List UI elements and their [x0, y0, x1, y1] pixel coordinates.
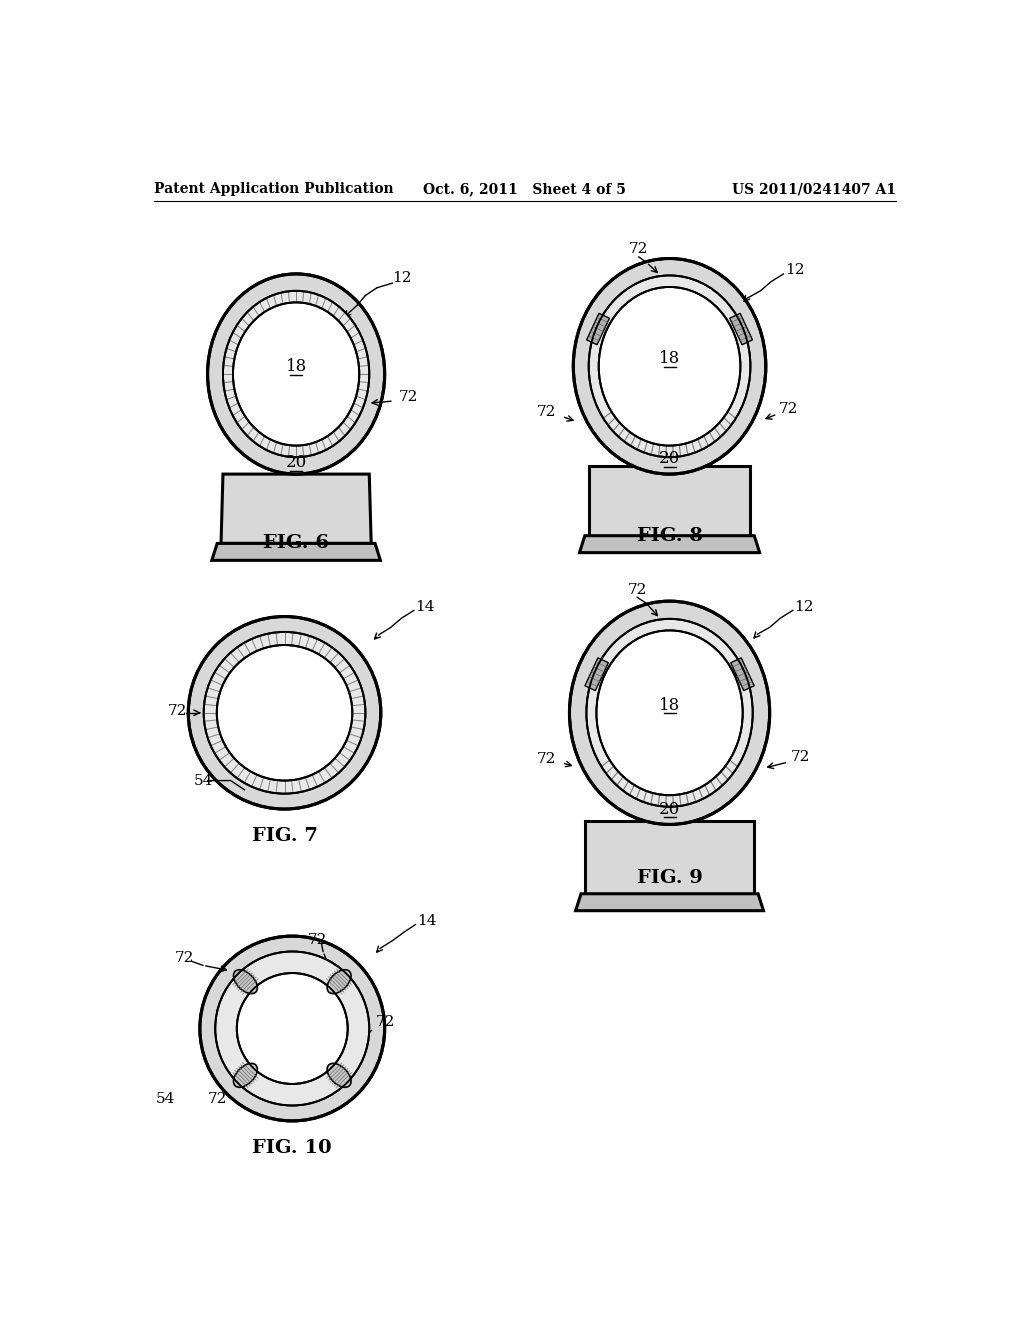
Text: Oct. 6, 2011   Sheet 4 of 5: Oct. 6, 2011 Sheet 4 of 5	[423, 182, 627, 197]
Text: 20: 20	[658, 450, 680, 467]
Ellipse shape	[223, 290, 370, 457]
Text: FIG. 8: FIG. 8	[637, 527, 702, 545]
Text: 72: 72	[398, 391, 418, 404]
Text: 72: 72	[208, 1093, 227, 1106]
Text: 72: 72	[538, 405, 556, 420]
Polygon shape	[580, 536, 760, 553]
Polygon shape	[730, 313, 753, 345]
Ellipse shape	[569, 601, 770, 825]
Polygon shape	[212, 544, 381, 560]
Ellipse shape	[599, 286, 740, 446]
Text: FIG. 10: FIG. 10	[253, 1139, 332, 1156]
Text: 72: 72	[307, 933, 327, 946]
Polygon shape	[587, 313, 609, 345]
Text: 12: 12	[392, 271, 412, 285]
Text: 18: 18	[286, 358, 307, 375]
Ellipse shape	[200, 936, 385, 1121]
Ellipse shape	[237, 973, 348, 1084]
Text: 14: 14	[417, 913, 436, 928]
Text: 72: 72	[629, 243, 648, 256]
Text: 54: 54	[156, 1093, 175, 1106]
Text: 14: 14	[416, 599, 435, 614]
Ellipse shape	[188, 616, 381, 809]
Polygon shape	[585, 821, 755, 894]
Ellipse shape	[215, 952, 370, 1106]
Text: 72: 72	[168, 705, 187, 718]
Polygon shape	[575, 894, 764, 911]
Polygon shape	[731, 657, 755, 690]
Text: 72: 72	[175, 950, 195, 965]
Polygon shape	[221, 474, 371, 544]
Text: Patent Application Publication: Patent Application Publication	[154, 182, 393, 197]
Text: FIG. 6: FIG. 6	[263, 535, 329, 552]
Text: 12: 12	[795, 599, 814, 614]
Text: 12: 12	[785, 263, 805, 277]
Text: 72: 72	[792, 751, 811, 764]
Text: 72: 72	[538, 752, 556, 766]
Ellipse shape	[233, 1064, 257, 1088]
Text: FIG. 9: FIG. 9	[637, 870, 702, 887]
Ellipse shape	[233, 970, 257, 994]
Text: 18: 18	[658, 697, 680, 714]
Text: US 2011/0241407 A1: US 2011/0241407 A1	[732, 182, 896, 197]
Ellipse shape	[327, 970, 351, 994]
Ellipse shape	[204, 632, 366, 793]
Text: 72: 72	[779, 401, 799, 416]
Ellipse shape	[587, 619, 753, 807]
Text: 18: 18	[658, 350, 680, 367]
Ellipse shape	[589, 276, 751, 457]
Polygon shape	[589, 466, 751, 536]
Text: 72: 72	[628, 582, 647, 597]
Text: FIG. 7: FIG. 7	[252, 828, 317, 845]
Text: 20: 20	[286, 454, 307, 471]
Text: 54: 54	[194, 774, 213, 788]
Ellipse shape	[573, 259, 766, 474]
Ellipse shape	[217, 645, 352, 780]
Ellipse shape	[208, 275, 385, 474]
Text: 20: 20	[658, 800, 680, 817]
Ellipse shape	[596, 631, 742, 795]
Text: 72: 72	[376, 1015, 395, 1030]
Polygon shape	[585, 657, 608, 690]
Ellipse shape	[327, 1064, 351, 1088]
Ellipse shape	[233, 302, 359, 446]
